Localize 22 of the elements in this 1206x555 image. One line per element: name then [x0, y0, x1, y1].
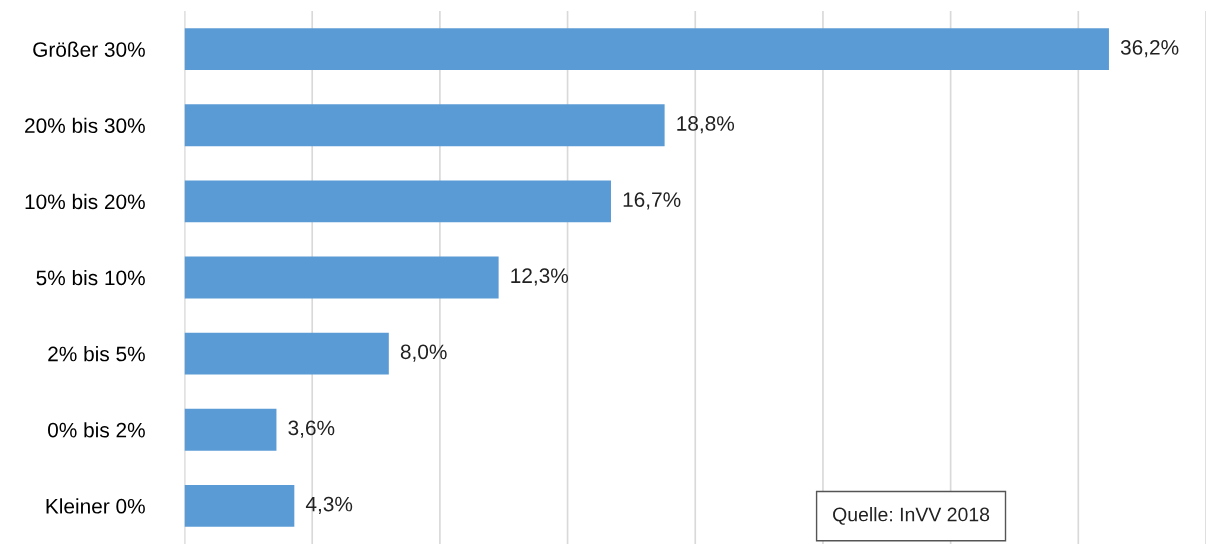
y-tick-label: 2% bis 5%: [48, 346, 145, 362]
data-label: 4,3%: [305, 496, 353, 514]
y-tick-label: 10% bis 20%: [25, 193, 145, 210]
y-tick-label: Kleiner 0%: [46, 498, 145, 514]
annotation: Quelle: InVV 2018: [833, 507, 990, 525]
bar: [184, 484, 295, 527]
y-tick-label: 20% bis 30%: [25, 117, 145, 134]
data-label: 18,8%: [677, 116, 735, 134]
bar: [184, 28, 1109, 71]
data-label: 36,2%: [1120, 40, 1179, 58]
data-label: 16,7%: [623, 192, 681, 210]
bar: [184, 104, 665, 147]
y-tick-label: Größer 30%: [33, 41, 145, 57]
y-tick-label: 0% bis 2%: [48, 422, 145, 438]
data-label: 3,6%: [288, 420, 335, 438]
bar: [184, 180, 611, 223]
data-label: 12,3%: [511, 268, 569, 286]
data-label: 8,0%: [400, 344, 447, 362]
bar: [184, 256, 499, 299]
y-tick-label: 5% bis 10%: [36, 269, 145, 286]
bar: [184, 408, 277, 451]
bar: [184, 332, 389, 375]
